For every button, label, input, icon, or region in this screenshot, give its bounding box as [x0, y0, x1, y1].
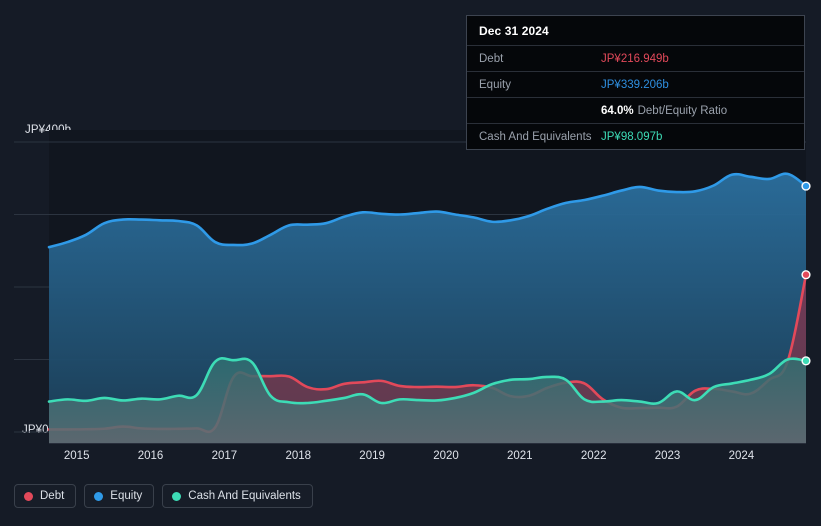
x-axis-tick-2015: 2015	[63, 450, 90, 462]
tooltip-date: Dec 31 2024	[479, 24, 549, 38]
x-axis-tick-2019: 2019	[359, 450, 385, 462]
tooltip-label-debt: Debt	[479, 52, 504, 65]
tooltip-value-cash: JP¥98.097b	[601, 130, 663, 143]
x-axis: 2015 2016 2017 2018 2019 2020 2021 2022 2023 2024	[0, 446, 821, 472]
legend-item-label: Equity	[110, 490, 143, 502]
tooltip-row-equity: Equity JP¥339.206b	[467, 71, 804, 97]
plot-area	[0, 130, 821, 445]
tooltip-label-ratio: Debt/Equity Ratio	[637, 104, 728, 117]
tooltip-row-cash: Cash And Equivalents JP¥98.097b	[467, 123, 804, 149]
x-axis-tick-2020: 2020	[433, 450, 459, 462]
tooltip-value-ratio: 64.0%	[601, 104, 634, 117]
x-axis-tick-2017: 2017	[211, 450, 238, 462]
x-axis-tick-2024: 2024	[728, 450, 755, 462]
legend-color-dot-icon	[172, 491, 182, 501]
x-axis-tick-2022: 2022	[580, 450, 607, 462]
legend-item-equity[interactable]: Equity	[84, 484, 155, 508]
legend-item-cash-and-equivalents[interactable]: Cash And Equivalents	[162, 484, 313, 508]
x-axis-tick-2018: 2018	[285, 450, 312, 462]
legend-item-debt[interactable]: Debt	[14, 484, 77, 508]
tooltip-value-debt: JP¥216.949b	[601, 52, 669, 65]
x-axis-tick-2023: 2023	[654, 450, 681, 462]
tooltip-label-cash: Cash And Equivalents	[479, 130, 592, 143]
tooltip-row-debt: Debt JP¥216.949b	[467, 45, 804, 71]
legend-color-dot-icon	[24, 491, 33, 501]
y-axis-zero-label: JP¥0	[22, 424, 49, 436]
x-axis-tick-2021: 2021	[507, 450, 533, 462]
legend-color-dot-icon	[94, 491, 104, 501]
tooltip-value-equity: JP¥339.206b	[601, 78, 669, 91]
chart-legend: Debt Equity Cash And Equivalents	[14, 484, 313, 508]
legend-item-label: Debt	[40, 490, 65, 502]
chart-canvas	[14, 130, 811, 444]
x-axis-tick-2016: 2016	[137, 450, 164, 462]
tooltip-row-ratio: 64.0% Debt/Equity Ratio	[467, 97, 804, 123]
tooltip-label-equity: Equity	[479, 78, 511, 91]
data-tooltip: Dec 31 2024 Debt JP¥216.949b Equity JP¥3…	[466, 15, 805, 150]
legend-item-label: Cash And Equivalents	[188, 490, 301, 502]
